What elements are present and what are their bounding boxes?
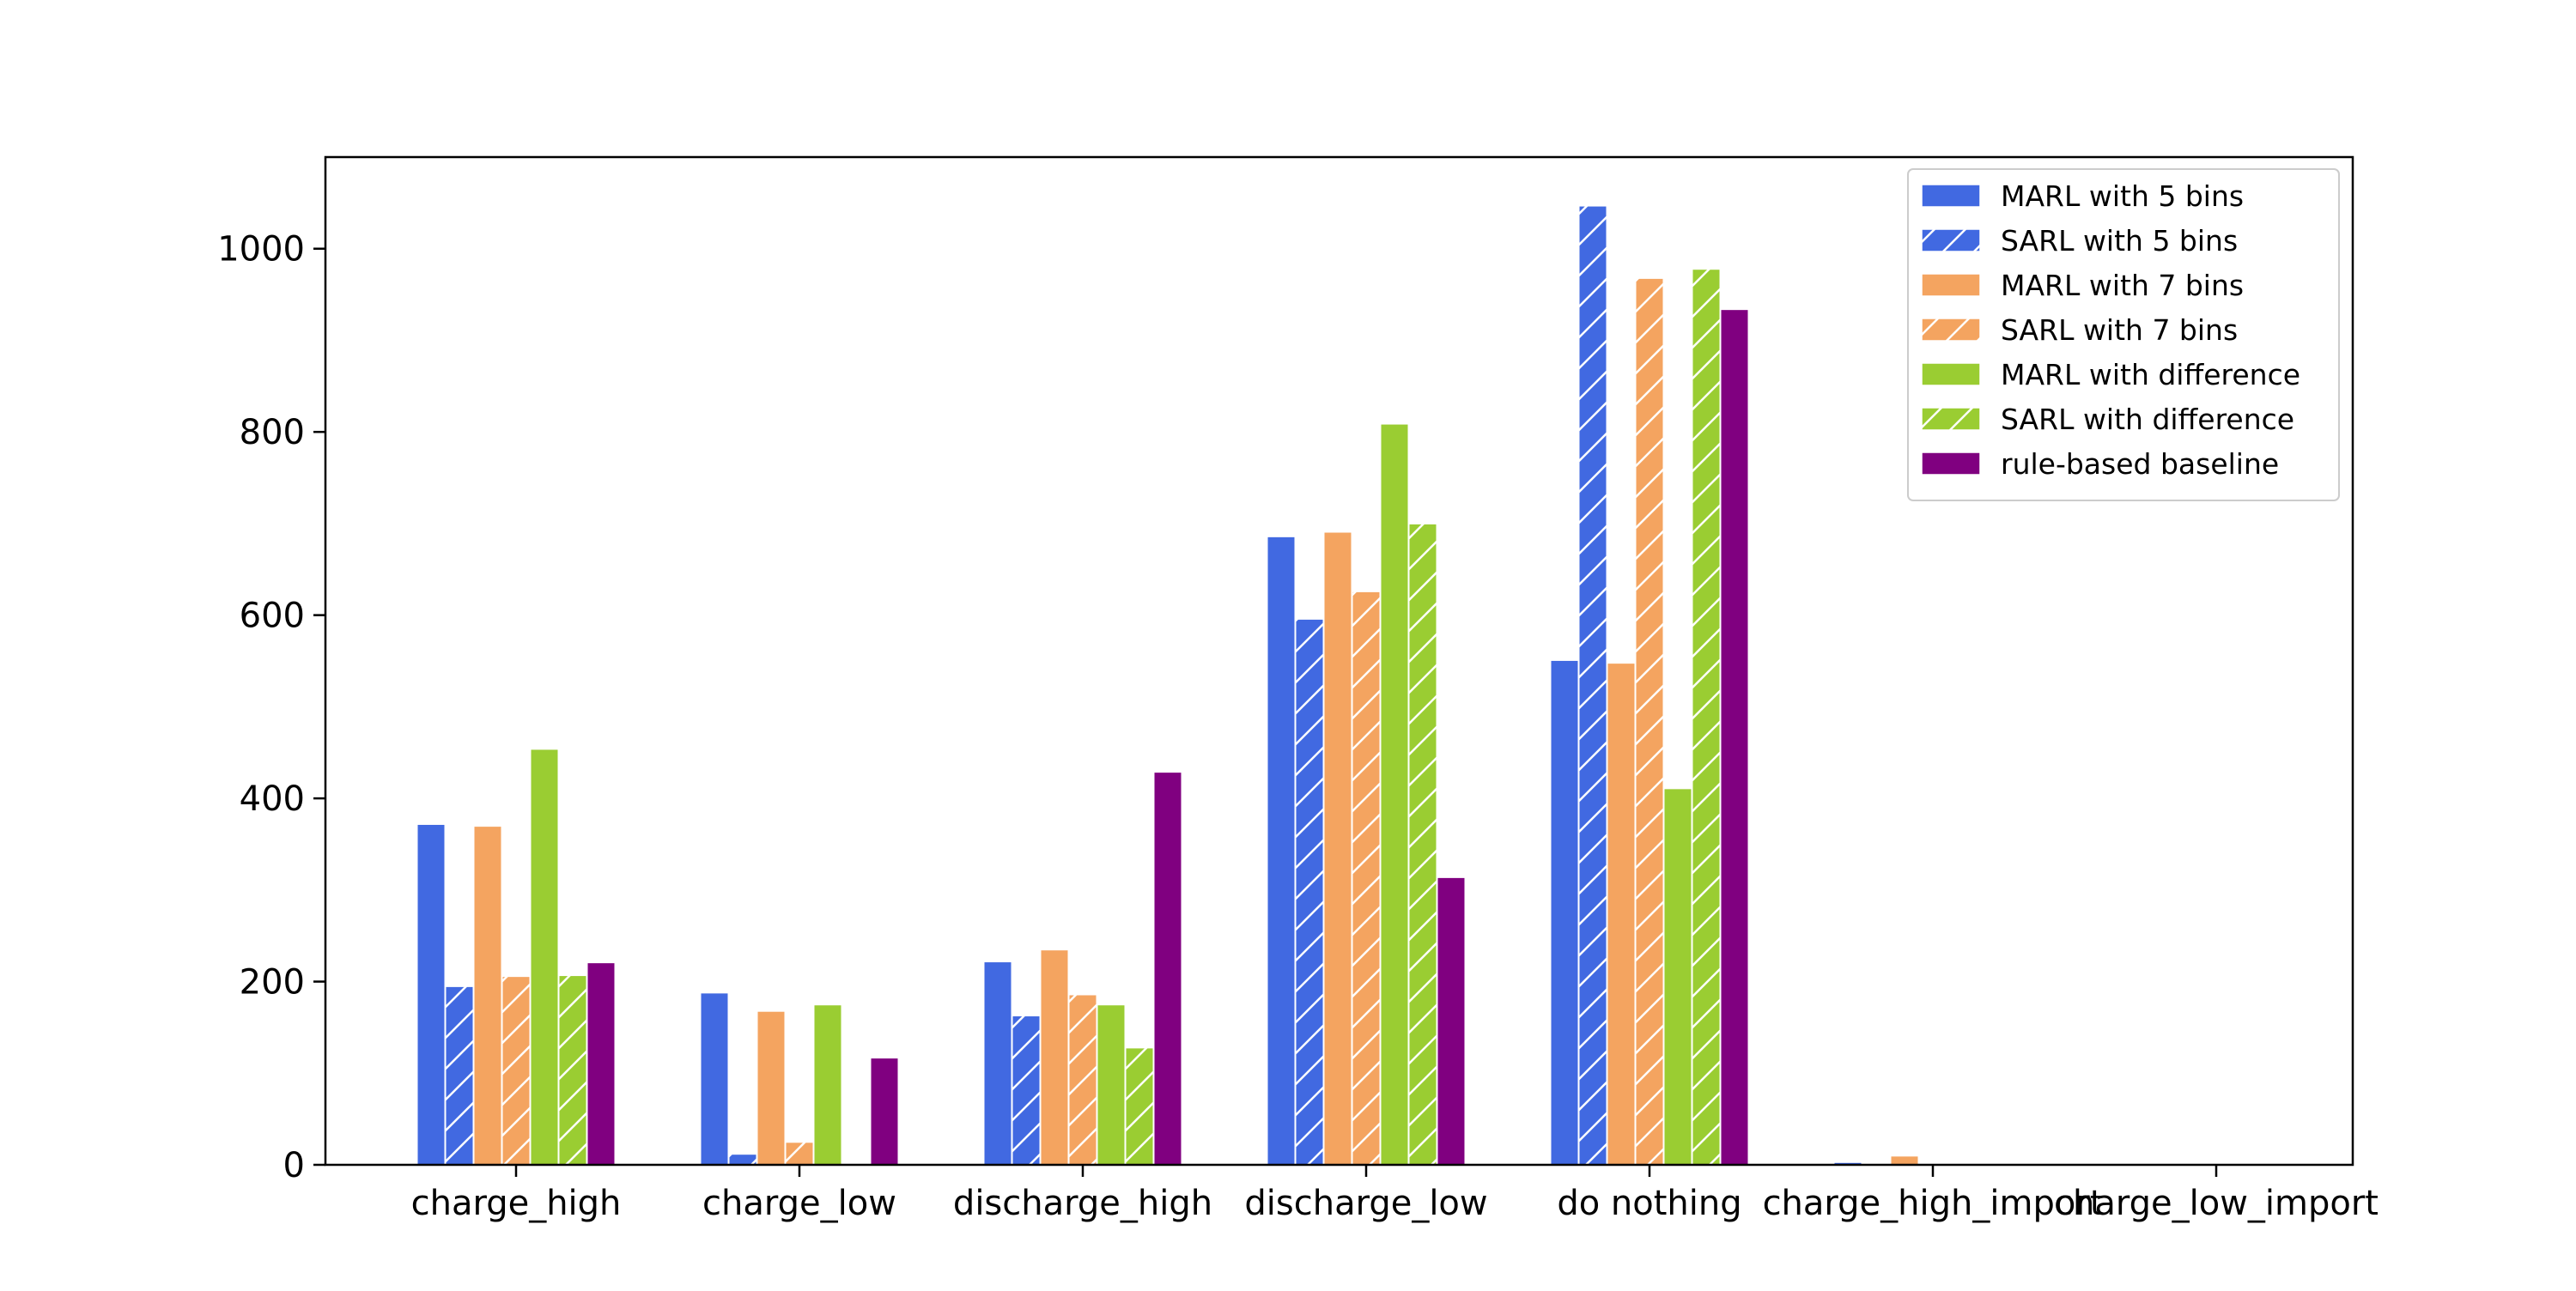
legend-entry: SARL with difference: [1921, 403, 2294, 436]
series-1: [444, 204, 1608, 1167]
bar-discharge_high-series-6: [1152, 771, 1183, 1166]
legend-label: rule-based baseline: [2001, 447, 2279, 481]
y-axis: 0 200 400 600 800 1000: [217, 230, 325, 1185]
legend: MARL with 5 bins SARL with 5 bins MARL wit…: [1907, 168, 2340, 501]
x-tick-label: discharge_low: [1244, 1184, 1487, 1223]
bar-charge_high-series-0: [416, 822, 447, 1166]
x-tick-label: charge_low: [702, 1184, 896, 1223]
bar-discharge_high-series-4: [1096, 1003, 1127, 1167]
bar-discharge_low-series-1: [1294, 617, 1325, 1166]
bar-discharge_high-series-2: [1039, 949, 1070, 1167]
x-tick-label: charge_low_import: [2054, 1184, 2379, 1223]
bar-charge_low-series-1: [727, 1153, 758, 1167]
x-tick-label: do nothing: [1557, 1184, 1741, 1223]
bar-discharge_low-series-4: [1379, 422, 1410, 1166]
x-tick-label: charge_high: [411, 1184, 622, 1223]
legend-entry: rule-based baseline: [1921, 447, 2279, 481]
legend-swatch: [1921, 407, 1981, 431]
legend-entry: MARL with difference: [1921, 358, 2300, 391]
bar-do-nothing-series-0: [1549, 658, 1580, 1166]
bar-charge_low-series-0: [699, 991, 730, 1167]
y-tick-label: 200: [240, 963, 305, 1003]
legend-label: SARL with 5 bins: [2001, 224, 2238, 258]
bar-do-nothing-series-6: [1719, 308, 1750, 1166]
x-tick-label: charge_high_import: [1763, 1184, 2104, 1223]
bar-discharge_low-series-3: [1351, 590, 1382, 1166]
bar-discharge_high-series-1: [1011, 1015, 1042, 1166]
bar-charge_high-series-5: [557, 974, 588, 1167]
bar-discharge_low-series-6: [1436, 876, 1467, 1166]
bar-charge_low-series-2: [756, 1009, 787, 1167]
bar-charge_low-series-3: [784, 1141, 815, 1167]
bar-discharge_low-series-0: [1266, 535, 1297, 1166]
legend-swatch: [1921, 273, 1981, 297]
bar-do-nothing-series-4: [1662, 787, 1693, 1166]
bar-charge_low-series-6: [869, 1057, 900, 1167]
bar-do-nothing-series-3: [1634, 276, 1665, 1166]
legend-label: SARL with 7 bins: [2001, 313, 2238, 347]
legend-entry: SARL with 5 bins: [1921, 224, 2238, 258]
legend-swatch: [1921, 228, 1981, 252]
plot-frame: [324, 155, 2354, 1167]
series-2: [472, 530, 2203, 1167]
x-axis: charge_high charge_low discharge_high disch…: [411, 1165, 2379, 1223]
bar-discharge_high-series-5: [1124, 1046, 1155, 1166]
series-5: [557, 268, 1722, 1167]
x-tick-label: discharge_high: [953, 1184, 1212, 1223]
bar-charge_high-series-1: [444, 985, 475, 1167]
bar-do-nothing-series-2: [1606, 662, 1637, 1166]
y-tick-label: 400: [240, 779, 305, 819]
legend-entry: MARL with 5 bins: [1921, 179, 2244, 213]
legend-swatch: [1921, 362, 1981, 386]
legend-entry: MARL with 7 bins: [1921, 269, 2244, 302]
legend-label: MARL with difference: [2001, 358, 2300, 391]
bar-charge_high-series-2: [472, 825, 503, 1166]
bar-charge_high_import-series-2: [1889, 1155, 1920, 1166]
y-tick-label: 600: [240, 597, 305, 636]
series-0: [416, 535, 1863, 1167]
bar-do-nothing-series-5: [1691, 268, 1722, 1166]
bar-charge_high-series-6: [586, 961, 617, 1166]
y-tick-label: 800: [240, 413, 305, 452]
legend-swatch: [1921, 318, 1981, 342]
legend-label: MARL with 7 bins: [2001, 269, 2244, 302]
bar-discharge_high-series-0: [982, 961, 1013, 1166]
bar-discharge_high-series-3: [1067, 993, 1098, 1167]
bar-do-nothing-series-1: [1577, 204, 1608, 1167]
bar-discharge_low-series-2: [1322, 530, 1353, 1166]
legend-swatch: [1921, 184, 1981, 208]
legend-label: SARL with difference: [2001, 403, 2294, 436]
legend-swatch: [1921, 452, 1981, 476]
y-tick-label: 1000: [217, 230, 305, 270]
series-3: [501, 276, 1665, 1167]
legend-label: MARL with 5 bins: [2001, 179, 2244, 213]
bar-charge_high-series-3: [501, 975, 532, 1167]
series-4: [529, 422, 1693, 1167]
bar-discharge_low-series-5: [1407, 522, 1438, 1166]
bar-charge_high-series-4: [529, 748, 560, 1166]
bar-charge_low-series-4: [812, 1003, 843, 1167]
legend-box: [1907, 168, 2340, 501]
y-tick-label: 0: [283, 1146, 305, 1185]
legend-entry: SARL with 7 bins: [1921, 313, 2238, 347]
